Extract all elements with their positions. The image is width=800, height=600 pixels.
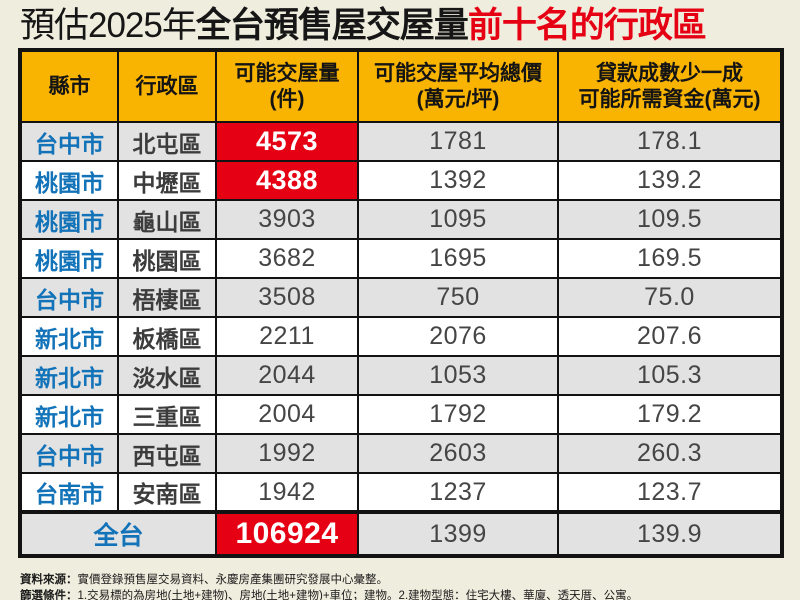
column-header-line2: 可能所需資金(萬元) — [578, 87, 761, 111]
column-header-line1: 可能交屋量 — [234, 61, 340, 85]
district-cell: 北屯區 — [117, 121, 217, 162]
header-row: 縣市 行政區 可能交屋量 (件) 可能交屋平均總價 (萬元/坪) 貸款成數少一成 可能所需資金… — [19, 49, 783, 123]
column-header-line1: 可能交屋平均總價 — [374, 61, 542, 85]
table-row: 台中市 北屯區 4573 1781 178.1 — [19, 121, 783, 162]
city-cell: 台中市 — [19, 433, 119, 474]
city-cell: 台南市 — [19, 472, 119, 513]
volume-cell: 3903 — [215, 199, 359, 240]
avg-price-cell: 1237 — [357, 472, 559, 513]
housing-table: 縣市 行政區 可能交屋量 (件) 可能交屋平均總價 (萬元/坪) 貸款成數少一成 可能所需資金… — [18, 48, 784, 558]
filter-label: 篩選條件： — [20, 590, 78, 600]
volume-cell: 2211 — [215, 316, 359, 357]
total-avg-price-cell: 1399 — [357, 510, 559, 557]
district-cell: 三重區 — [117, 394, 217, 435]
avg-price-cell: 2603 — [357, 433, 559, 474]
district-cell: 安南區 — [117, 472, 217, 513]
funds-cell: 169.5 — [557, 238, 783, 279]
district-cell: 龜山區 — [117, 199, 217, 240]
table-body: 台中市 北屯區 4573 1781 178.1 桃園市 中壢區 4388 139… — [19, 121, 783, 513]
source-label: 資料來源： — [20, 574, 78, 586]
column-header-line1: 縣市 — [48, 74, 91, 98]
column-header: 行政區 — [117, 49, 217, 123]
volume-cell: 2044 — [215, 355, 359, 396]
table-header: 縣市 行政區 可能交屋量 (件) 可能交屋平均總價 (萬元/坪) 貸款成數少一成 可能所需資金… — [19, 49, 783, 123]
column-header: 可能交屋平均總價 (萬元/坪) — [357, 49, 559, 123]
avg-price-cell: 2076 — [357, 316, 559, 357]
column-header: 可能交屋量 (件) — [215, 49, 359, 123]
avg-price-cell: 1053 — [357, 355, 559, 396]
volume-cell: 1942 — [215, 472, 359, 513]
total-label-cell: 全台 — [19, 510, 217, 557]
funds-cell: 260.3 — [557, 433, 783, 474]
total-funds-cell: 139.9 — [557, 510, 783, 557]
volume-cell: 4388 — [215, 160, 359, 201]
funds-cell: 139.2 — [557, 160, 783, 201]
district-cell: 板橋區 — [117, 316, 217, 357]
column-header: 縣市 — [19, 49, 119, 123]
city-cell: 新北市 — [19, 355, 119, 396]
city-cell: 新北市 — [19, 316, 119, 357]
column-header-line2: (件) — [269, 87, 305, 111]
table-row: 新北市 三重區 2004 1792 179.2 — [19, 394, 783, 435]
table-row: 桃園市 龜山區 3903 1095 109.5 — [19, 199, 783, 240]
avg-price-cell: 1781 — [357, 121, 559, 162]
table-total: 全台 106924 1399 139.9 — [19, 510, 783, 557]
avg-price-cell: 1095 — [357, 199, 559, 240]
source-line: 資料來源：實價登錄預售屋交易資料、永慶房產集團研究發展中心彙整。 — [20, 572, 800, 588]
funds-cell: 207.6 — [557, 316, 783, 357]
total-row: 全台 106924 1399 139.9 — [19, 510, 783, 557]
page-title: 預估2025年全台預售屋交屋量前十名的行政區 — [20, 3, 800, 48]
city-cell: 桃園市 — [19, 160, 119, 201]
city-cell: 桃園市 — [19, 238, 119, 279]
volume-cell: 2004 — [215, 394, 359, 435]
district-cell: 西屯區 — [117, 433, 217, 474]
filter-text: 1.交易標的為房地(土地+建物)、房地(土地+建物)+車位；建物。2.建物型態：… — [77, 590, 639, 600]
funds-cell: 75.0 — [557, 277, 783, 318]
column-header-line2: (萬元/坪) — [416, 87, 500, 111]
title-prefix: 預估2025年 — [20, 6, 197, 45]
column-header-line1: 行政區 — [135, 74, 199, 98]
district-cell: 中壢區 — [117, 160, 217, 201]
volume-cell: 3682 — [215, 238, 359, 279]
source-notes: 資料來源：實價登錄預售屋交易資料、永慶房產集團研究發展中心彙整。 篩選條件：1.… — [20, 572, 800, 600]
funds-cell: 109.5 — [557, 199, 783, 240]
table-row: 桃園市 中壢區 4388 1392 139.2 — [19, 160, 783, 201]
column-header-line1: 貸款成數少一成 — [596, 61, 743, 85]
table-row: 台中市 西屯區 1992 2603 260.3 — [19, 433, 783, 474]
volume-cell: 1992 — [215, 433, 359, 474]
table-row: 台中市 梧棲區 3508 750 75.0 — [19, 277, 783, 318]
title-highlight: 前十名的行政區 — [467, 6, 707, 45]
table-row: 新北市 板橋區 2211 2076 207.6 — [19, 316, 783, 357]
city-cell: 台中市 — [19, 277, 119, 318]
volume-cell: 3508 — [215, 277, 359, 318]
funds-cell: 179.2 — [557, 394, 783, 435]
total-volume-cell: 106924 — [215, 510, 359, 557]
funds-cell: 105.3 — [557, 355, 783, 396]
district-cell: 梧棲區 — [117, 277, 217, 318]
district-cell: 桃園區 — [117, 238, 217, 279]
city-cell: 新北市 — [19, 394, 119, 435]
avg-price-cell: 750 — [357, 277, 559, 318]
column-header: 貸款成數少一成 可能所需資金(萬元) — [557, 49, 783, 123]
city-cell: 台中市 — [19, 121, 119, 162]
avg-price-cell: 1695 — [357, 238, 559, 279]
title-main: 全台預售屋交屋量 — [195, 6, 469, 45]
funds-cell: 178.1 — [557, 121, 783, 162]
district-cell: 淡水區 — [117, 355, 217, 396]
table-row: 台南市 安南區 1942 1237 123.7 — [19, 472, 783, 513]
funds-cell: 123.7 — [557, 472, 783, 513]
avg-price-cell: 1392 — [357, 160, 559, 201]
filter-line: 篩選條件：1.交易標的為房地(土地+建物)、房地(土地+建物)+車位；建物。2.… — [20, 588, 800, 600]
table-row: 新北市 淡水區 2044 1053 105.3 — [19, 355, 783, 396]
volume-cell: 4573 — [215, 121, 359, 162]
city-cell: 桃園市 — [19, 199, 119, 240]
table-row: 桃園市 桃園區 3682 1695 169.5 — [19, 238, 783, 279]
avg-price-cell: 1792 — [357, 394, 559, 435]
source-text: 實價登錄預售屋交易資料、永慶房產集團研究發展中心彙整。 — [77, 574, 389, 586]
